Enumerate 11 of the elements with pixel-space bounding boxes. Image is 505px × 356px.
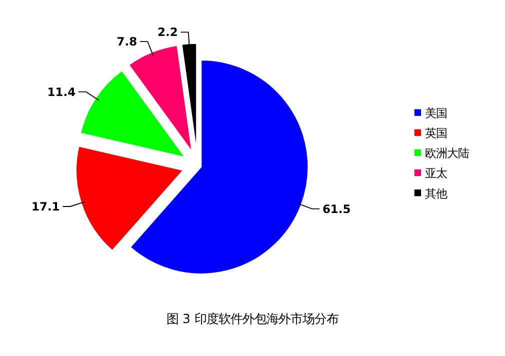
data-label: 17.1 [32,200,60,214]
legend-label: 欧洲大陆 [424,146,469,160]
legend-label: 美国 [424,106,447,120]
data-label: 61.5 [322,202,351,216]
legend-label: 英国 [424,126,447,140]
legend-label: 亚太 [424,166,447,180]
data-label: 7.8 [116,34,138,49]
text: 图 3 印度软件外包海外市场分布 [166,311,338,326]
legend-label: 其他 [424,186,447,200]
data-label: 11.4 [47,84,76,99]
data-label: 2.2 [158,25,178,40]
